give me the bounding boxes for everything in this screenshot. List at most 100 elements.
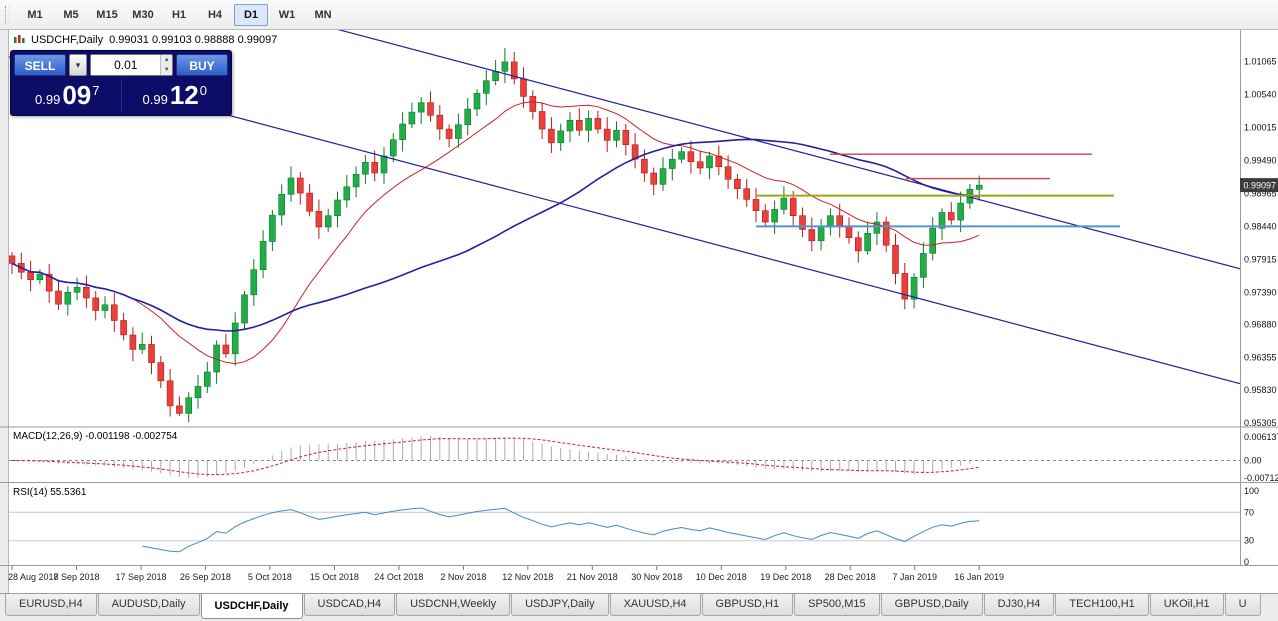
chevron-down-icon: ▾: [75, 60, 81, 70]
rsi-pane: 100 70 30 0: [9, 486, 1259, 567]
chart-window: 1.01065 1.00540 1.00015 0.99490 0.98965 0.984…: [0, 30, 1278, 593]
svg-text:12 Nov 2018: 12 Nov 2018: [502, 572, 553, 582]
chart-tab-audusd-daily[interactable]: AUDUSD,Daily: [97, 594, 200, 616]
chart-icon: [14, 35, 25, 46]
svg-text:1.00015: 1.00015: [1244, 123, 1277, 133]
buy-price-display[interactable]: 0.99 12 0: [120, 79, 229, 112]
macd-signal-line: [11, 437, 980, 476]
svg-text:19 Dec 2018: 19 Dec 2018: [760, 572, 811, 582]
timeframe-button-m5[interactable]: M5: [63, 8, 79, 21]
chart-tab-gbpusd-daily[interactable]: GBPUSD,Daily: [880, 594, 983, 616]
svg-text:0.00: 0.00: [1244, 456, 1262, 466]
trade-panel-controls: SELL ▾ ▲ ▼ BUY: [14, 54, 228, 76]
svg-text:0.95305: 0.95305: [1244, 418, 1277, 428]
buy-button[interactable]: BUY: [176, 54, 228, 76]
buy-price-big: 12: [169, 80, 199, 110]
lot-spinner: ▲ ▼: [160, 55, 172, 75]
ma-14-line: [11, 101, 980, 365]
svg-text:28 Aug 2018: 28 Aug 2018: [8, 572, 59, 582]
lot-increase-button[interactable]: ▲: [161, 55, 172, 65]
svg-text:0.006137: 0.006137: [1244, 432, 1278, 442]
rsi-label: RSI(14) 55.5361: [13, 487, 87, 498]
timeframe-button-mn[interactable]: MN: [314, 8, 332, 21]
current-price-badge: 0.99097: [1240, 178, 1278, 193]
channel-upper-line[interactable]: [0, 30, 1278, 288]
svg-text:1.00540: 1.00540: [1244, 90, 1277, 100]
svg-text:5 Oct 2018: 5 Oct 2018: [248, 572, 292, 582]
price-chart[interactable]: 1.01065 1.00540 1.00015 0.99490 0.98965 0.984…: [0, 30, 1278, 593]
svg-text:0.97390: 0.97390: [1244, 287, 1277, 297]
window-left-edge: [0, 30, 8, 593]
timeframe-button-h4[interactable]: H4: [207, 8, 223, 21]
svg-text:21 Nov 2018: 21 Nov 2018: [567, 572, 618, 582]
order-type-dropdown[interactable]: ▾: [69, 54, 87, 76]
chart-tab-dj30-h4[interactable]: DJ30,H4: [983, 594, 1055, 616]
macd-pane: 0.006137 0.00 -0.007124: [9, 432, 1278, 483]
timeframe-button-w1[interactable]: W1: [278, 8, 296, 21]
timeframe-button-m30[interactable]: M30: [132, 8, 154, 21]
timeframe-button-m15[interactable]: M15: [96, 8, 118, 21]
one-click-trading-panel: SELL ▾ ▲ ▼ BUY 0.99 09 7: [10, 50, 232, 116]
svg-text:0.98965: 0.98965: [1244, 188, 1277, 198]
svg-text:26 Sep 2018: 26 Sep 2018: [180, 572, 231, 582]
chart-tab-eurusd-h4[interactable]: EURUSD,H4: [5, 594, 97, 616]
chart-symbol-period: USDCHF,Daily: [31, 34, 104, 46]
chart-tab-ukoil-h1[interactable]: UKOil,H1: [1149, 594, 1224, 616]
chart-tab-usdchf-daily[interactable]: USDCHF,Daily: [200, 594, 303, 619]
svg-text:0.99097: 0.99097: [1244, 181, 1277, 191]
svg-text:30 Nov 2018: 30 Nov 2018: [631, 572, 682, 582]
ma-45-line: [11, 138, 980, 332]
timeframe-toolbar: M1 M5 M15 M30 H1 H4 D1 W1 MN: [0, 0, 1278, 30]
chart-tab-gbpusd-h1[interactable]: GBPUSD,H1: [701, 594, 794, 616]
lot-size-input[interactable]: [91, 55, 161, 75]
sell-price-display[interactable]: 0.99 09 7: [14, 79, 121, 112]
buy-price-base: 0.99: [142, 92, 168, 107]
sell-button[interactable]: SELL: [14, 54, 66, 76]
chart-tab-tech100-h1[interactable]: TECH100,H1: [1055, 594, 1149, 616]
svg-text:0.96355: 0.96355: [1244, 352, 1277, 362]
timeframe-button-d1[interactable]: D1: [234, 3, 268, 26]
svg-text:28 Dec 2018: 28 Dec 2018: [825, 572, 876, 582]
buy-price-sup: 0: [199, 83, 207, 98]
svg-text:0.99490: 0.99490: [1244, 155, 1277, 165]
svg-text:24 Oct 2018: 24 Oct 2018: [374, 572, 423, 582]
timeframe-button-m1[interactable]: M1: [27, 8, 43, 21]
chart-tab-usdjpy-daily[interactable]: USDJPY,Daily: [511, 594, 609, 616]
chart-tab-xauusd-h4[interactable]: XAUUSD,H4: [609, 594, 701, 616]
svg-text:0.98440: 0.98440: [1244, 221, 1277, 231]
svg-text:0: 0: [1244, 557, 1249, 567]
chart-background: [0, 30, 1278, 593]
toolbar-grip[interactable]: [5, 5, 10, 24]
timeframe-button-h1[interactable]: H1: [171, 8, 187, 21]
chart-tab-sp500-m15[interactable]: SP500,M15: [794, 594, 880, 616]
chart-tab-usdcad-h4[interactable]: USDCAD,H4: [303, 594, 396, 616]
chart-tab-usdcnh-weekly[interactable]: USDCNH,Weekly: [396, 594, 511, 616]
rsi-line: [142, 507, 980, 553]
channel-lower-line[interactable]: [0, 30, 1278, 403]
svg-text:7 Jan 2019: 7 Jan 2019: [892, 572, 937, 582]
sell-price-sup: 7: [92, 83, 100, 98]
svg-text:0.96880: 0.96880: [1244, 319, 1277, 329]
lot-decrease-button[interactable]: ▼: [161, 65, 172, 75]
sell-price-base: 0.99: [35, 92, 61, 107]
timeframe-buttons: M1 M5 M15 M30 H1 H4 D1 W1 MN: [17, 3, 341, 26]
sell-price-big: 09: [62, 80, 92, 110]
price-pane[interactable]: [0, 30, 1278, 423]
ohlc-values: 0.99031 0.99103 0.98888 0.99097: [109, 34, 278, 46]
svg-text:15 Oct 2018: 15 Oct 2018: [310, 572, 359, 582]
svg-text:100: 100: [1244, 486, 1259, 496]
svg-text:17 Sep 2018: 17 Sep 2018: [115, 572, 166, 582]
svg-text:0.95830: 0.95830: [1244, 385, 1277, 395]
svg-text:16 Jan 2019: 16 Jan 2019: [954, 572, 1004, 582]
svg-text:-0.007124: -0.007124: [1244, 473, 1278, 483]
chart-tab-u[interactable]: U: [1224, 594, 1261, 616]
macd-label: MACD(12,26,9) -0.001198 -0.002754: [13, 431, 178, 442]
lot-size-field[interactable]: ▲ ▼: [90, 54, 173, 76]
price-axis[interactable]: 1.01065 1.00540 1.00015 0.99490 0.98965 0.984…: [1244, 57, 1277, 429]
chart-tabs-bar: EURUSD,H4 AUDUSD,Daily USDCHF,Daily USDCAD,…: [0, 593, 1278, 621]
svg-text:10 Dec 2018: 10 Dec 2018: [696, 572, 747, 582]
svg-text:70: 70: [1244, 507, 1254, 517]
svg-text:7 Sep 2018: 7 Sep 2018: [53, 572, 99, 582]
